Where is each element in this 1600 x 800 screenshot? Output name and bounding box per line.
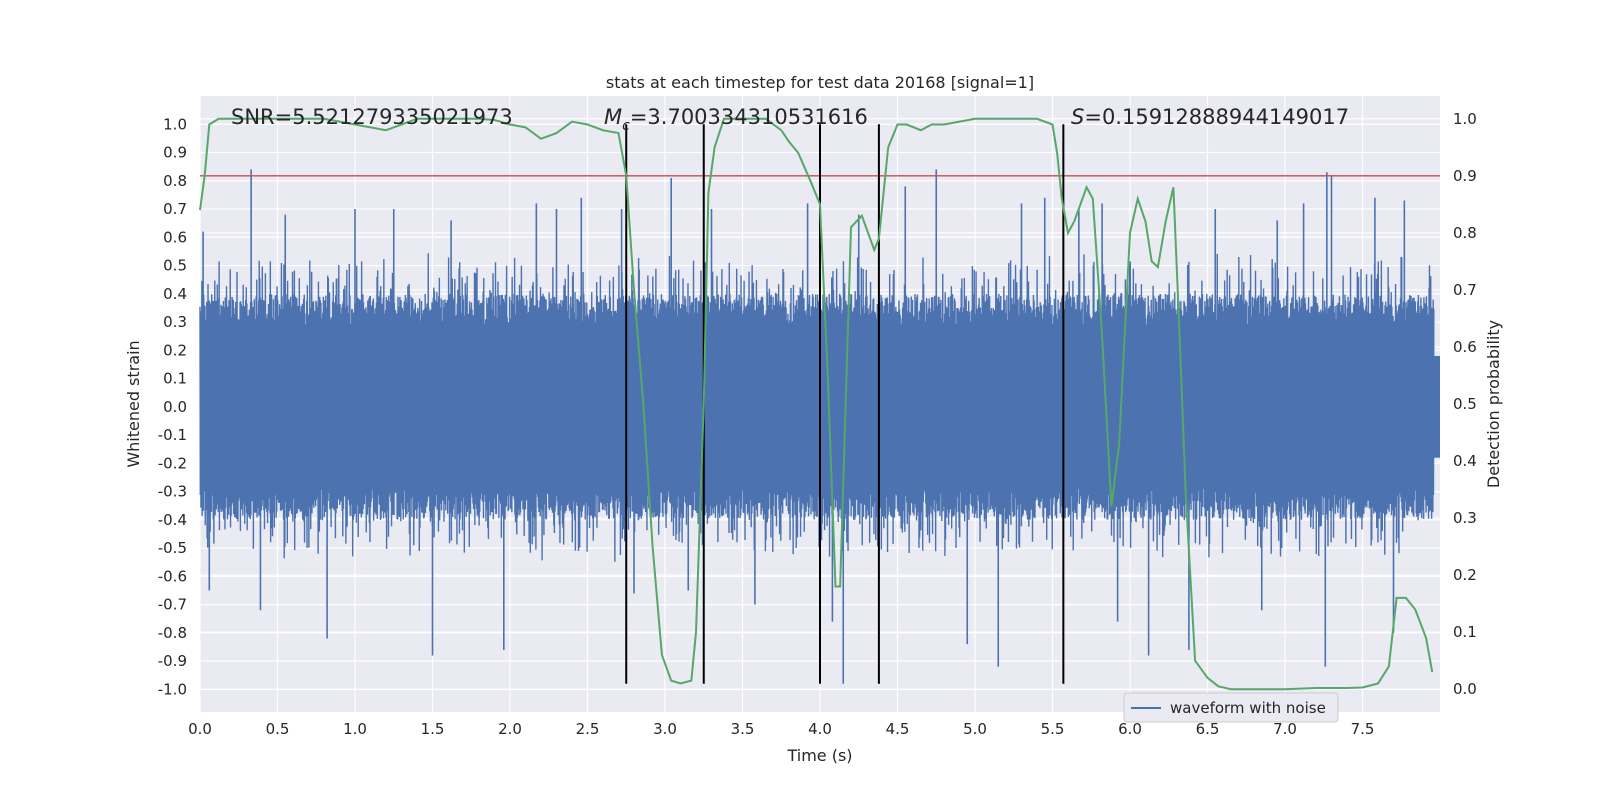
- x-tick-label: 5.5: [1041, 720, 1065, 738]
- y-tick-label: 0.9: [163, 144, 187, 162]
- x-tick-label: 3.0: [653, 720, 677, 738]
- y2-tick-label: 0.6: [1453, 338, 1477, 356]
- y2-tick-label: 0.4: [1453, 452, 1477, 470]
- y-tick-label: -0.5: [158, 539, 187, 557]
- x-tick-label: 5.0: [963, 720, 987, 738]
- y2-tick-label: 0.7: [1453, 281, 1477, 299]
- y-tick-label: 0.1: [163, 370, 187, 388]
- snr-label: SNR=: [231, 105, 292, 129]
- y-tick-label: -0.9: [158, 652, 187, 670]
- y-tick-label: 0.7: [163, 200, 187, 218]
- x-tick-label: 1.0: [343, 720, 367, 738]
- y-tick-label: 1.0: [163, 115, 187, 133]
- y2-tick-label: 1.0: [1453, 110, 1477, 128]
- x-tick-label: 0.5: [266, 720, 290, 738]
- y-tick-label: -0.4: [158, 511, 187, 529]
- x-tick-label: 1.5: [421, 720, 445, 738]
- s-value: =0.15912888944149017: [1084, 105, 1349, 129]
- snr-annotation: SNR=5.521279335021973: [231, 105, 513, 129]
- y-axis-label: Whitened strain: [124, 340, 143, 467]
- s-symbol: S: [1071, 105, 1084, 129]
- y-tick-label: 0.3: [163, 313, 187, 331]
- chirp-mass-symbol: M: [604, 105, 622, 129]
- x-axis-label: Time (s): [786, 746, 852, 765]
- s-annotation: S=0.15912888944149017: [1071, 105, 1349, 129]
- detection-probability-line: [199, 117, 1434, 691]
- x-tick-label: 4.5: [886, 720, 910, 738]
- tick-labels: 0.0 0.5 1.0 1.5 2.0 2.5 3.0 3.5 4.0 4.5 5.0 5.5 6.0 6…: [158, 110, 1477, 738]
- chirp-mass-subscript: c: [622, 118, 630, 134]
- x-tick-label: 7.0: [1273, 720, 1297, 738]
- chirp-mass-annotation: Mc=3.700334310531616: [604, 105, 868, 134]
- chirp-mass-value: =3.700334310531616: [630, 105, 868, 129]
- y2-tick-label: 0.1: [1453, 623, 1477, 641]
- y2-tick-label: 0.3: [1453, 509, 1477, 527]
- y-tick-label: -1.0: [158, 680, 187, 698]
- y-tick-label: 0.8: [163, 172, 187, 190]
- y-tick-label: 0.5: [163, 257, 187, 275]
- y-tick-label: 0.4: [163, 285, 187, 303]
- x-tick-label: 4.0: [808, 720, 832, 738]
- x-tick-label: 3.5: [731, 720, 755, 738]
- y-tick-label: -0.3: [158, 483, 187, 501]
- x-tick-label: 2.5: [576, 720, 600, 738]
- y2-axis-label: Detection probability: [1484, 320, 1503, 488]
- y2-tick-label: 0.2: [1453, 566, 1477, 584]
- x-tick-label: 6.0: [1118, 720, 1142, 738]
- y-tick-label: 0.0: [163, 398, 187, 416]
- y2-tick-label: 0.8: [1453, 224, 1477, 242]
- legend-label: waveform with noise: [1170, 699, 1326, 717]
- legend: waveform with noise: [1123, 692, 1339, 723]
- y2-tick-label: 0.5: [1453, 395, 1477, 413]
- x-tick-label: 0.0: [188, 720, 212, 738]
- y-tick-label: -0.7: [158, 596, 187, 614]
- y-tick-label: 0.2: [163, 341, 187, 359]
- y-tick-label: -0.6: [158, 567, 187, 585]
- y2-tick-label: 0.9: [1453, 167, 1477, 185]
- y-tick-label: -0.1: [158, 426, 187, 444]
- x-tick-label: 2.0: [498, 720, 522, 738]
- y2-tick-label: 0.0: [1453, 680, 1477, 698]
- y-tick-label: 0.6: [163, 228, 187, 246]
- snr-value: 5.521279335021973: [292, 105, 512, 129]
- chart-title: stats at each timestep for test data 201…: [606, 73, 1034, 92]
- x-tick-label: 6.5: [1196, 720, 1220, 738]
- y-tick-label: -0.2: [158, 454, 187, 472]
- y-tick-label: -0.8: [158, 624, 187, 642]
- legend-box: [1123, 692, 1339, 723]
- probability-series: [199, 117, 1434, 691]
- x-tick-label: 7.5: [1351, 720, 1375, 738]
